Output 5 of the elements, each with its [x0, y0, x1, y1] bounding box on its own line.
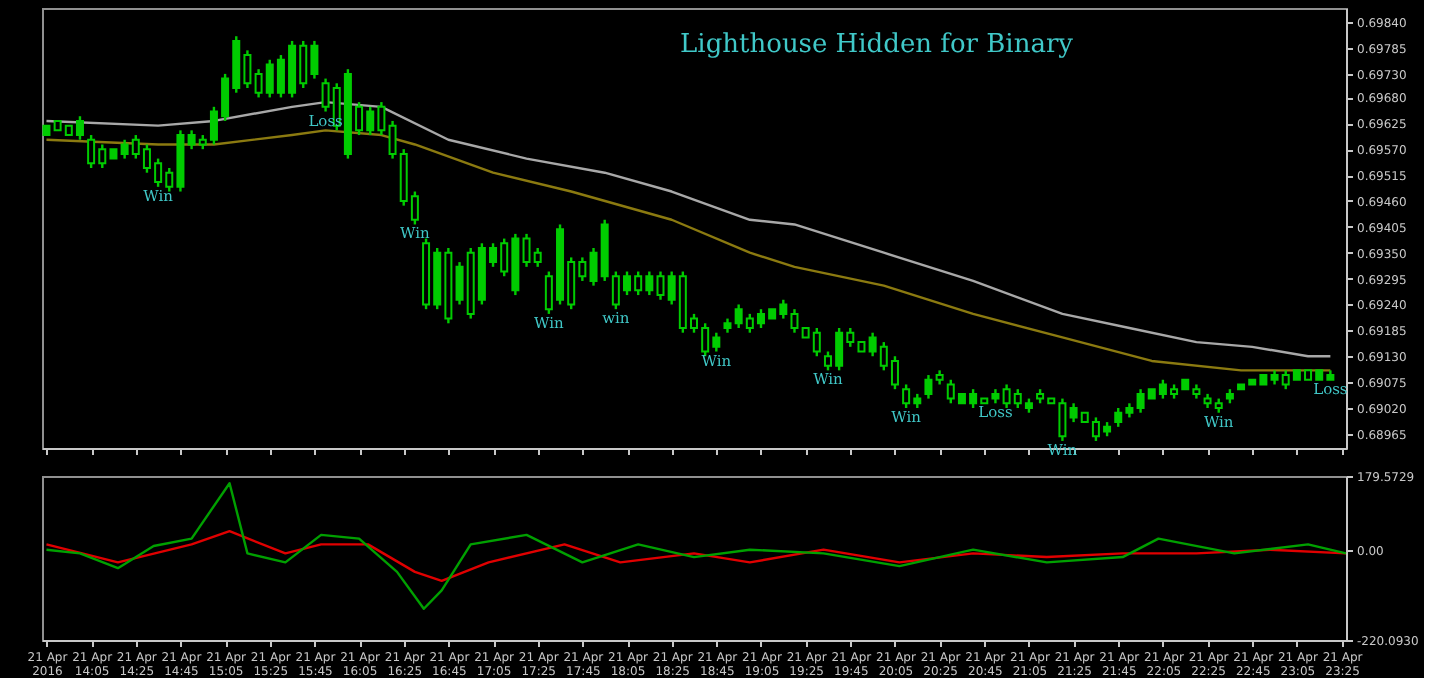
candlestick [924, 373, 933, 400]
text: Lighthouse Hidden for Binary [680, 30, 1075, 60]
line-series [45, 482, 1348, 610]
line-series [45, 530, 1348, 583]
line-series [45, 129, 1332, 372]
